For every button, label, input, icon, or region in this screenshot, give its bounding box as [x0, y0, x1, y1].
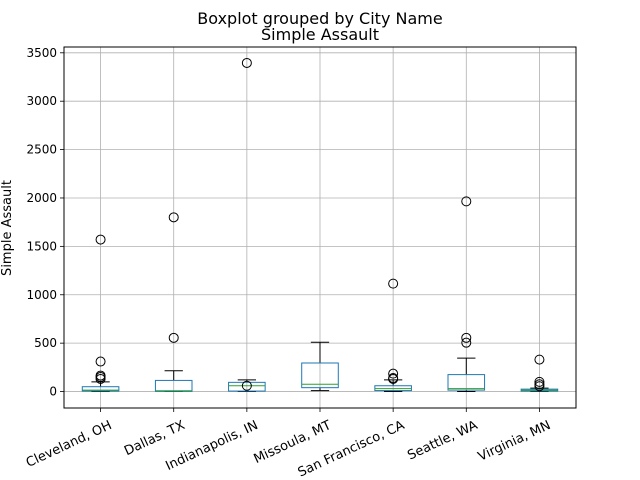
outlier-point — [534, 354, 545, 365]
box-iqr — [301, 362, 339, 389]
x-tick-label: Seattle, WA — [405, 418, 480, 463]
box-series — [81, 57, 559, 393]
box-group — [301, 341, 339, 392]
chart-title: Simple Assault — [261, 25, 379, 44]
box-group — [447, 196, 486, 393]
box-group — [154, 212, 193, 393]
x-tick-label: Virginia, MN — [476, 418, 553, 465]
outlier-point — [388, 368, 399, 379]
box-iqr — [447, 374, 486, 391]
x-tick-label: Cleveland, OH — [24, 418, 114, 471]
outlier-point — [534, 376, 545, 387]
outlier-point — [461, 337, 472, 348]
outlier-point — [388, 372, 399, 383]
y-tick-label: 500 — [34, 336, 57, 350]
chart-suptitle: Boxplot grouped by City Name — [197, 9, 442, 28]
y-tick-label: 0 — [49, 385, 57, 399]
box-group — [228, 57, 266, 393]
outlier-point — [534, 379, 545, 390]
outlier-point — [95, 234, 106, 245]
y-tick-label: 3000 — [26, 94, 57, 108]
box-iqr — [154, 379, 193, 392]
box-group — [520, 354, 559, 393]
box-iqr — [228, 381, 266, 392]
y-tick-label: 1500 — [26, 239, 57, 253]
y-tick-label: 2000 — [26, 191, 57, 205]
outlier-point — [95, 370, 106, 381]
y-axis-ticks: 0 500 1000 1500 2000 2500 3000 3500 — [26, 46, 64, 399]
outlier-point — [95, 356, 106, 367]
y-tick-label: 3500 — [26, 46, 57, 60]
outlier-point — [168, 332, 179, 343]
box-group — [81, 234, 120, 393]
box-group — [374, 278, 412, 393]
outlier-point — [461, 332, 472, 343]
outlier-point — [461, 196, 472, 207]
y-tick-label: 2500 — [26, 143, 57, 157]
outlier-point — [241, 380, 252, 391]
y-tick-label: 1000 — [26, 288, 57, 302]
y-axis-label: Simple Assault — [0, 180, 15, 276]
outlier-point — [388, 278, 399, 289]
outlier-point — [241, 57, 252, 68]
outlier-point — [168, 212, 179, 223]
box-iqr — [81, 386, 120, 392]
